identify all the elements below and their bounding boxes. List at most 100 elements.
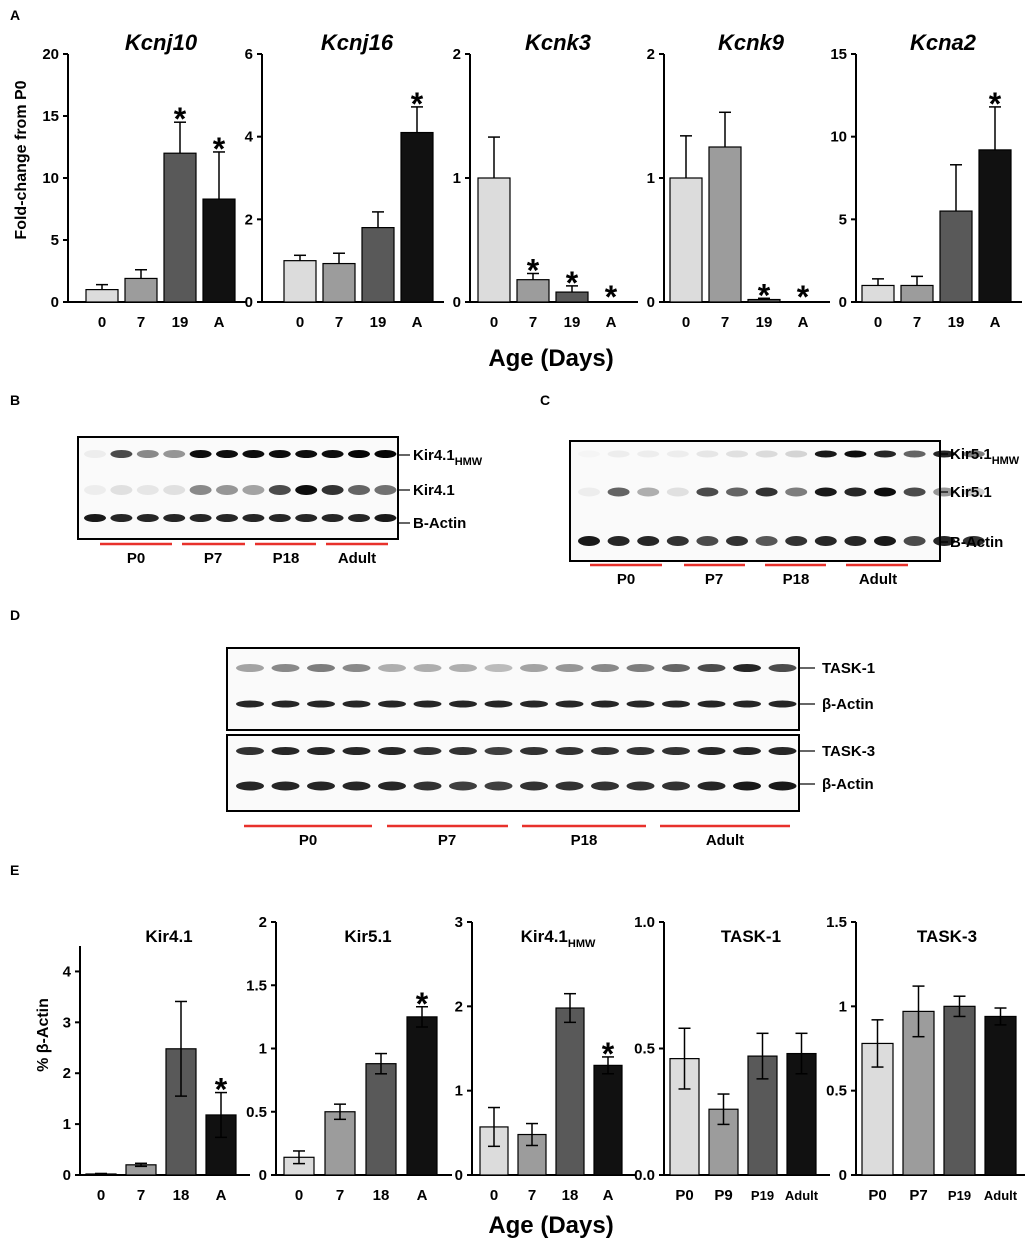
- blot-b-band-0-1: [110, 450, 133, 458]
- blot-b-band-2-0: [84, 514, 106, 522]
- panel-e-bar-2-3: [593, 1064, 623, 1176]
- blot-c-band-2-10: [874, 536, 896, 546]
- panel-e-ytick-4-0: 0: [839, 1167, 847, 1184]
- blot-b-band-0-9: [321, 450, 344, 458]
- blot-d-band-1-13: [697, 700, 726, 708]
- blot-c-band-2-0: [578, 536, 600, 546]
- blot-d-band-3-13: [697, 781, 726, 791]
- blot-c-band-2-1: [607, 536, 630, 546]
- panel-a-significance-star-1-3: *: [411, 86, 424, 122]
- panel-e-xtick-1-2: 18: [373, 1187, 390, 1204]
- panel-e-chart-0: Kir4.1 0 1 2 3 4 0 7 18 A *: [63, 927, 250, 1204]
- panel-e-xtick-4-1: P7: [909, 1187, 927, 1204]
- blot-d-band-0-6: [449, 664, 477, 672]
- blot-d-band-3-10: [591, 781, 619, 791]
- blot-b-group-p0: P0: [127, 550, 145, 567]
- blot-d-band-1-6: [449, 700, 477, 708]
- blot-b-label-kir41-hmw: Kir4.1HMW: [413, 447, 483, 468]
- panel-e-xtick-4-0: P0: [868, 1187, 886, 1204]
- blot-b-band-2-5: [216, 514, 238, 522]
- blot-c-band-0-0: [578, 451, 600, 458]
- blot-d-band-1-5: [413, 700, 442, 708]
- panel-a-xtick-0-0: 0: [98, 314, 106, 331]
- panel-a-xlabel: Age (Days): [488, 345, 613, 372]
- blot-b-bands: [84, 450, 397, 522]
- panel-a-ytick-3-0: 0: [647, 294, 655, 311]
- blot-c-label-actin: B-Actin: [950, 534, 1003, 551]
- blot-d-band-3-2: [307, 781, 335, 791]
- blot-b-band-2-7: [268, 514, 291, 522]
- blot-c-band-0-5: [726, 450, 748, 458]
- blot-d-band-2-2: [307, 747, 335, 755]
- blot-c-band-0-10: [874, 450, 896, 458]
- blot-c-label-kir51-hmw: Kir5.1HMW: [950, 446, 1020, 467]
- blot-d-band-3-3: [342, 781, 371, 791]
- blot-d-band-0-2: [307, 664, 335, 672]
- blot-d-band-3-4: [378, 781, 406, 791]
- panel-a-ytick-1-3: 6: [245, 46, 253, 63]
- blot-c-band-2-2: [637, 536, 660, 546]
- blot-d-band-2-6: [449, 747, 477, 755]
- blot-d-band-0-15: [768, 664, 797, 672]
- blot-c-band-2-3: [666, 536, 689, 546]
- blot-d-band-2-3: [342, 747, 371, 755]
- blot-d-band-0-5: [413, 664, 442, 672]
- panel-e-xtick-1-0: 0: [295, 1187, 303, 1204]
- blot-d-band-2-5: [413, 747, 442, 755]
- panel-a-bar-2-0: [477, 177, 511, 303]
- blot-d-band-2-15: [768, 747, 797, 755]
- blot-c-band-1-4: [696, 487, 719, 497]
- blot-d-band-2-4: [378, 747, 406, 755]
- panel-a-xtick-2-0: 0: [490, 314, 498, 331]
- panel-a-xtick-2-3: A: [606, 314, 617, 331]
- panel-e-xtick-3-2: P19: [751, 1188, 774, 1203]
- panel-a-xtick-1-3: A: [412, 314, 423, 331]
- panel-e-ytick-3-0: 0.0: [634, 1167, 655, 1184]
- blot-b-band-2-2: [136, 514, 159, 522]
- panel-a-ytick-4-1: 5: [839, 211, 847, 228]
- blot-c-band-1-3: [666, 487, 689, 497]
- blot-d-band-0-14: [733, 664, 761, 672]
- blot-c-band-1-7: [785, 487, 808, 497]
- blot-c-band-0-8: [814, 450, 837, 458]
- blot-d-label-actin-1: β-Actin: [822, 696, 874, 713]
- blot-d-band-2-11: [626, 747, 655, 755]
- panel-e-ytick-2-3: 3: [455, 914, 463, 931]
- panel-e-ytick-0-0: 0: [63, 1167, 71, 1184]
- panel-a-significance-star-3-3: *: [797, 279, 810, 315]
- panel-a-title-4: Kcna2: [910, 30, 977, 55]
- panel-e-bar-4-3: [984, 1015, 1017, 1176]
- panel-a-significance-star-2-2: *: [566, 265, 579, 301]
- blot-c-group-p7: P7: [705, 571, 723, 588]
- panel-e-xtick-0-3: A: [216, 1187, 227, 1204]
- blot-b-band-2-10: [348, 514, 370, 522]
- panel-a-xtick-0-1: 7: [137, 314, 145, 331]
- panel-e-ytick-3-2: 1.0: [634, 914, 655, 931]
- panel-a-chart-1: Kcnj16 0 2 4 6 0 7 19 A *: [245, 30, 444, 331]
- blot-d-band-2-8: [520, 747, 548, 755]
- blot-c-band-0-4: [696, 450, 719, 458]
- blot-d-group-p7: P7: [438, 832, 456, 849]
- blot-b-band-0-10: [348, 450, 370, 458]
- panel-a-ytick-3-1: 1: [647, 170, 655, 187]
- panel-a-ytick-4-2: 10: [830, 129, 847, 146]
- panel-e-significance-star-2-3: *: [602, 1036, 615, 1072]
- blot-d-band-2-9: [555, 747, 584, 755]
- panel-a-significance-star-2-1: *: [527, 252, 540, 288]
- blot-b-band-1-5: [216, 485, 238, 495]
- blot-c-band-2-8: [814, 536, 837, 546]
- panel-a-ytick-0-1: 5: [51, 232, 59, 249]
- blot-d-band-2-7: [484, 747, 513, 755]
- blot-b: Kir4.1HMW Kir4.1 B-Actin P0 P7 P18 Adult: [77, 436, 483, 567]
- panel-a-title-2: Kcnk3: [525, 30, 591, 55]
- blot-b-band-1-6: [242, 485, 265, 495]
- panel-e-ytick-0-4: 4: [63, 963, 72, 980]
- blot-d-band-0-7: [484, 664, 513, 672]
- blot-c-band-0-2: [637, 450, 660, 458]
- panel-a-xtick-1-0: 0: [296, 314, 304, 331]
- panel-e-xtick-1-1: 7: [336, 1187, 344, 1204]
- blot-d-frame-task1: [226, 647, 800, 731]
- blot-b-band-0-5: [216, 450, 238, 458]
- panel-e-xtick-2-1: 7: [528, 1187, 536, 1204]
